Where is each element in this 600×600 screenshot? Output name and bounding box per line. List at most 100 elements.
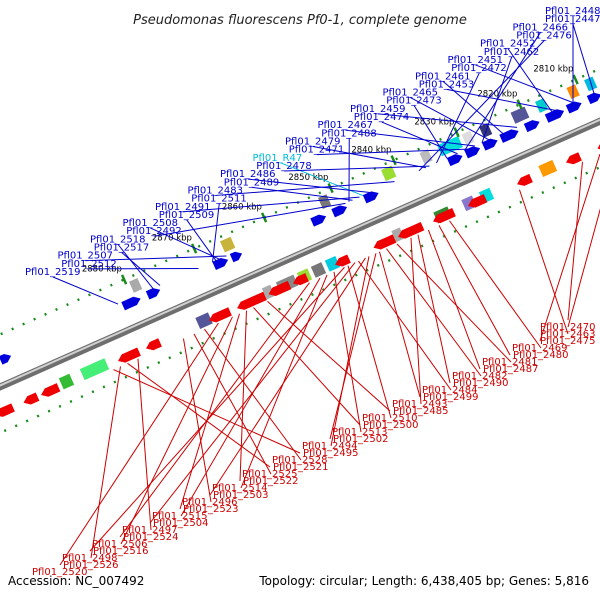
feature-box <box>195 312 213 329</box>
reverse-gene-label: Pfl01_2506 <box>92 539 148 550</box>
feature-box <box>310 262 327 278</box>
forward-gene <box>145 288 161 300</box>
backbone-highlight <box>0 118 600 387</box>
reverse-gene-label: Pfl01_2469 <box>512 343 568 354</box>
leader-line <box>396 243 512 363</box>
leader-line <box>428 229 481 370</box>
reverse-gene-label: Pfl01_2493 <box>392 399 448 410</box>
leader-line <box>59 322 219 566</box>
feature-box <box>381 165 397 182</box>
feature-box <box>437 136 463 157</box>
leader-line <box>449 220 542 349</box>
leader-line <box>475 64 574 104</box>
kbp-label: 2820 kbp <box>477 89 517 99</box>
leader-line <box>247 178 371 193</box>
reverse-gene <box>566 152 582 165</box>
leader-line <box>209 257 366 496</box>
leader-line <box>507 48 553 113</box>
reverse-gene-label: Pfl01_2522 <box>243 476 299 487</box>
feature-box <box>461 130 475 146</box>
reverse-gene-label: Pfl01_2487 <box>483 364 539 375</box>
reverse-gene <box>41 383 61 397</box>
reverse-gene <box>209 307 232 323</box>
forward-gene-label: Pfl01_2461 <box>415 71 471 82</box>
forward-gene-label: Pfl01_2471 <box>289 145 345 156</box>
reverse-gene <box>23 392 40 405</box>
forward-gene-label: Pfl01_2472 <box>451 63 507 74</box>
leader-line <box>150 227 220 260</box>
leader-line <box>90 366 121 559</box>
feature-box <box>220 236 236 253</box>
leader-line <box>182 196 360 213</box>
forward-gene-label: Pfl01_2483 <box>188 185 244 196</box>
feature-box <box>324 255 341 272</box>
reverse-gene-label: Pfl01_2480 <box>513 350 569 361</box>
leader-line <box>330 256 370 447</box>
reverse-gene <box>373 234 397 250</box>
forward-gene-label: Pfl01_2488 <box>321 128 377 139</box>
leader-line <box>284 165 430 172</box>
leader-line <box>345 129 476 147</box>
reverse-gene-label: Pfl01_2504 <box>153 518 209 529</box>
reverse-gene <box>293 273 309 286</box>
kbp-label: 2860 kbp <box>222 203 262 213</box>
reverse-gene <box>517 173 533 186</box>
forward-gene-label: Pfl01_2517 <box>94 243 150 254</box>
forward-gene <box>229 251 243 263</box>
reverse-gene-label: Pfl01_2475 <box>540 336 596 347</box>
leader-line <box>137 358 152 531</box>
kbp-tick <box>190 243 198 254</box>
forward-gene-label: Pfl01_2448 <box>545 6 600 17</box>
leader-line <box>567 208 600 328</box>
forward-gene-label: Pfl01_2459 <box>350 104 406 115</box>
kbp-scale: 2810 kbp 2820 kbp 2830 kbp 2840 kbp 2850 kbp… <box>82 65 579 285</box>
feature-box <box>391 227 405 243</box>
lane-guide <box>0 67 600 336</box>
kbp-label: 2880 kbp <box>82 265 122 275</box>
leader-line <box>418 40 545 172</box>
leader-line <box>253 307 361 426</box>
feature-box <box>261 284 276 300</box>
forward-gene <box>565 101 582 114</box>
leader-line <box>539 153 600 342</box>
leader-line <box>85 255 227 262</box>
leader-line <box>519 189 569 335</box>
leader-line <box>386 248 482 377</box>
lane-guides <box>0 67 600 435</box>
leader-line <box>120 316 233 545</box>
forward-gene <box>331 205 348 218</box>
kbp-label: 2840 kbp <box>351 145 391 155</box>
reverse-gene-label: Pfl01_2500 <box>363 420 419 431</box>
forward-gene-label: Pfl01_2491 <box>155 202 211 213</box>
accession-text: Accession: NC_007492 <box>8 574 144 588</box>
reverse-gene-label: Pfl01_2494 <box>302 441 358 452</box>
kbp-tick <box>516 99 523 110</box>
forward-gene <box>212 258 229 271</box>
reverse-gene <box>433 208 456 224</box>
reverse-gene <box>118 347 141 363</box>
reverse-gene-label: Pfl01_2498 <box>62 553 118 564</box>
reverse-gene-label: Pfl01_2513 <box>332 427 388 438</box>
forward-gene <box>310 214 327 227</box>
reverse-gene-label: Pfl01_2497 <box>122 525 178 536</box>
leader-line <box>410 97 490 141</box>
reverse-gene <box>268 280 292 296</box>
leader-line <box>179 313 240 510</box>
reverse-gene-label: Pfl01_2481 <box>482 357 538 368</box>
leader-line <box>481 56 513 144</box>
leader-line <box>182 338 212 503</box>
leader-line <box>567 161 583 321</box>
reverse-gene-label: Pfl01_2521 <box>273 462 329 473</box>
reverse-gene-label: Pfl01_2463 <box>540 329 596 340</box>
leader-line <box>417 234 451 384</box>
backbone-bar <box>0 117 600 391</box>
leader-line <box>329 253 377 440</box>
forward-gene <box>362 191 379 204</box>
forward-gene <box>523 120 540 133</box>
forward-gene-label: Pfl01_2512 <box>61 259 117 270</box>
forward-gene <box>586 92 600 105</box>
forward-gene-label: Pfl01_2474 <box>354 112 410 123</box>
reverse-gene-label: Pfl01_2484 <box>422 385 478 396</box>
leader-line <box>347 265 392 419</box>
reverse-gene <box>0 403 15 417</box>
